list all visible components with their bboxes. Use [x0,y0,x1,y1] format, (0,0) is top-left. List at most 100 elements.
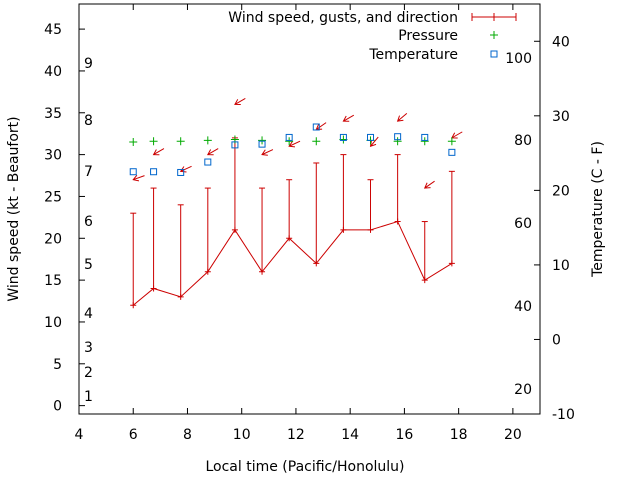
y-tick-label: 30 [44,148,62,164]
wind-speed-point [150,285,157,292]
beaufort-label: 4 [84,306,93,322]
wind-direction-arrow [152,148,165,156]
wind-direction-arrow [342,114,355,122]
beaufort-label: 6 [84,214,93,230]
beaufort-label: 2 [84,365,93,381]
wind-direction-arrow [451,131,463,139]
y2-axis-label: Temperature (C - F) [590,141,606,278]
fahrenheit-label: 60 [514,216,532,232]
wind-speed-point [130,302,137,309]
x-tick-label: 6 [129,427,138,443]
pressure-point [149,137,158,146]
y-tick-label: 10 [44,315,62,331]
fahrenheit-label: 40 [514,299,532,315]
wind-speed-point [448,260,455,267]
beaufort-label: 9 [84,56,93,72]
data-marks [129,97,463,309]
fahrenheit-label: 80 [514,133,532,149]
temperature-point [177,168,185,176]
wind-direction-arrow [206,148,219,156]
y-tick-label: 5 [53,357,62,373]
wind-speed-point [421,277,428,284]
x-tick-label: 16 [395,427,413,443]
beaufort-label: 7 [84,164,93,180]
y-tick-label: 35 [44,106,62,122]
pressure-point [447,137,456,146]
wind-speed-point [286,235,293,242]
wind-speed-point [313,260,320,267]
temperature-point [394,133,402,141]
wind-direction-arrow [396,113,408,122]
legend-marker-temperature [490,50,498,58]
wind-direction-arrow [234,97,246,106]
legend-label-wind: Wind speed, gusts, and direction [228,10,458,26]
pressure-point [312,137,321,146]
x-tick-label: 14 [341,427,359,443]
x-tick-label: 10 [233,427,251,443]
temperature-point [312,123,320,131]
y2-tick-label: 10 [552,258,570,274]
pressure-point [129,138,138,147]
wind-direction-arrow [288,140,301,148]
x-tick-label: 12 [287,427,305,443]
fahrenheit-label: 20 [514,382,532,398]
axis-ticks [78,4,540,415]
temperature-point [231,141,239,149]
wind-speed-point [231,226,238,233]
x-tick-label: 4 [75,427,84,443]
y2-tick-label: 30 [552,109,570,125]
temperature-point [150,168,158,176]
wind-speed-point [367,226,374,233]
wind-speed-point [340,226,347,233]
beaufort-label: 8 [84,113,93,129]
temperature-point [129,168,137,176]
y-axis-label: Wind speed (kt - Beaufort) [6,116,22,301]
wind-direction-arrow [423,180,435,189]
pressure-point [285,137,294,146]
x-tick-label: 8 [183,427,192,443]
y-tick-label: 40 [44,64,62,80]
temperature-point [285,133,293,141]
temperature-point [421,133,429,141]
wind-speed-point [394,218,401,225]
pressure-point [203,136,212,145]
legend-marker-pressure [490,31,498,39]
x-tick-label: 18 [450,427,468,443]
pressure-point [176,137,185,146]
y-tick-label: 15 [44,273,62,289]
temperature-point [448,148,456,156]
wind-direction-arrow [369,136,379,147]
y-tick-label: 0 [53,399,62,415]
pressure-point [420,137,429,146]
wind-speed-point [177,293,184,300]
x-axis-label: Local time (Pacific/Honolulu) [205,459,404,475]
wind-direction-arrow [132,174,145,182]
wind-speed-point [204,268,211,275]
wind-speed-point [259,268,266,275]
legend: Wind speed, gusts, and direction Pressur… [228,10,517,63]
tick-labels: 4 6 8 10 12 14 16 18 20051015202530354045-100102… [44,22,575,443]
beaufort-label: 3 [84,340,93,356]
y2-tick-label: 20 [552,183,570,199]
x-tick-label: 20 [504,427,522,443]
y-tick-label: 25 [44,189,62,205]
temperature-point [339,133,347,141]
wind-direction-arrow [179,165,192,173]
temperature-point [204,158,212,166]
y2-tick-label: 40 [552,34,570,50]
temperature-point [258,140,266,148]
pressure-point [258,136,267,145]
y-tick-label: 45 [44,22,62,38]
legend-label-pressure: Pressure [398,28,458,44]
legend-label-temperature: Temperature [368,47,458,63]
y2-tick-label: -10 [552,407,575,423]
beaufort-label: 1 [84,389,93,405]
y-tick-label: 20 [44,231,62,247]
fahrenheit-label: 100 [505,51,532,67]
beaufort-label: 5 [84,257,93,273]
pressure-point [393,137,402,146]
wind-direction-arrow [261,149,274,156]
plot-frame [78,3,541,415]
temperature-point [367,133,375,141]
